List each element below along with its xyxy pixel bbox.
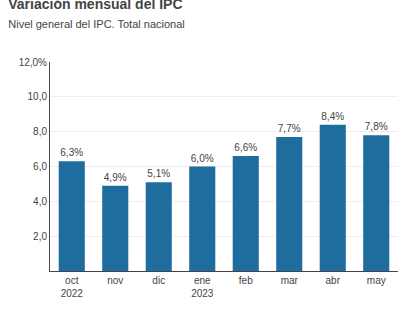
svg-text:6,3%: 6,3% (60, 147, 83, 158)
svg-text:Variación mensual del IPCNivel: Variación mensual del IPCNivel general d… (8, 0, 185, 30)
svg-text:ene2023: ene2023 (191, 275, 214, 299)
svg-text:oct2022: oct2022 (61, 275, 84, 299)
svg-text:7,7%: 7,7% (278, 123, 301, 134)
svg-text:dic: dic (152, 275, 165, 286)
svg-text:8,4%: 8,4% (321, 111, 344, 122)
svg-text:6,0: 6,0 (33, 161, 47, 172)
svg-text:12,0%: 12,0% (19, 57, 47, 68)
svg-text:2,0: 2,0 (33, 231, 47, 242)
svg-text:5,1%: 5,1% (147, 168, 170, 179)
svg-text:7,8%: 7,8% (365, 121, 388, 132)
svg-text:mar: mar (281, 275, 299, 286)
svg-text:feb: feb (239, 275, 253, 286)
svg-text:8,0: 8,0 (33, 126, 47, 137)
svg-text:10,0: 10,0 (28, 91, 48, 102)
svg-text:6,0%: 6,0% (191, 153, 214, 164)
svg-text:6,6%: 6,6% (234, 142, 257, 153)
svg-text:may: may (367, 275, 386, 286)
svg-text:abr: abr (326, 275, 341, 286)
svg-text:4,0: 4,0 (33, 196, 47, 207)
svg-text:nov: nov (107, 275, 123, 286)
svg-text:4,9%: 4,9% (104, 172, 127, 183)
